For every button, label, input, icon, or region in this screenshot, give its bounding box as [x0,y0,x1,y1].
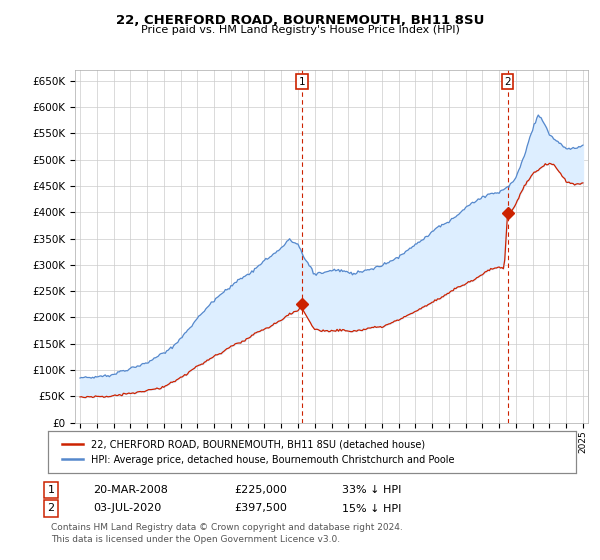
Text: 15% ↓ HPI: 15% ↓ HPI [342,503,401,514]
Text: Price paid vs. HM Land Registry's House Price Index (HPI): Price paid vs. HM Land Registry's House … [140,25,460,35]
Text: Contains HM Land Registry data © Crown copyright and database right 2024.
This d: Contains HM Land Registry data © Crown c… [51,522,403,544]
Text: £397,500: £397,500 [234,503,287,514]
Text: 1: 1 [298,77,305,87]
Text: 22, CHERFORD ROAD, BOURNEMOUTH, BH11 8SU: 22, CHERFORD ROAD, BOURNEMOUTH, BH11 8SU [116,14,484,27]
Text: 2: 2 [47,503,55,514]
Legend: 22, CHERFORD ROAD, BOURNEMOUTH, BH11 8SU (detached house), HPI: Average price, d: 22, CHERFORD ROAD, BOURNEMOUTH, BH11 8SU… [58,436,458,469]
Text: 20-MAR-2008: 20-MAR-2008 [93,485,168,495]
Text: 1: 1 [47,485,55,495]
Text: 2: 2 [504,77,511,87]
Text: £225,000: £225,000 [234,485,287,495]
Text: 33% ↓ HPI: 33% ↓ HPI [342,485,401,495]
Text: 03-JUL-2020: 03-JUL-2020 [93,503,161,514]
